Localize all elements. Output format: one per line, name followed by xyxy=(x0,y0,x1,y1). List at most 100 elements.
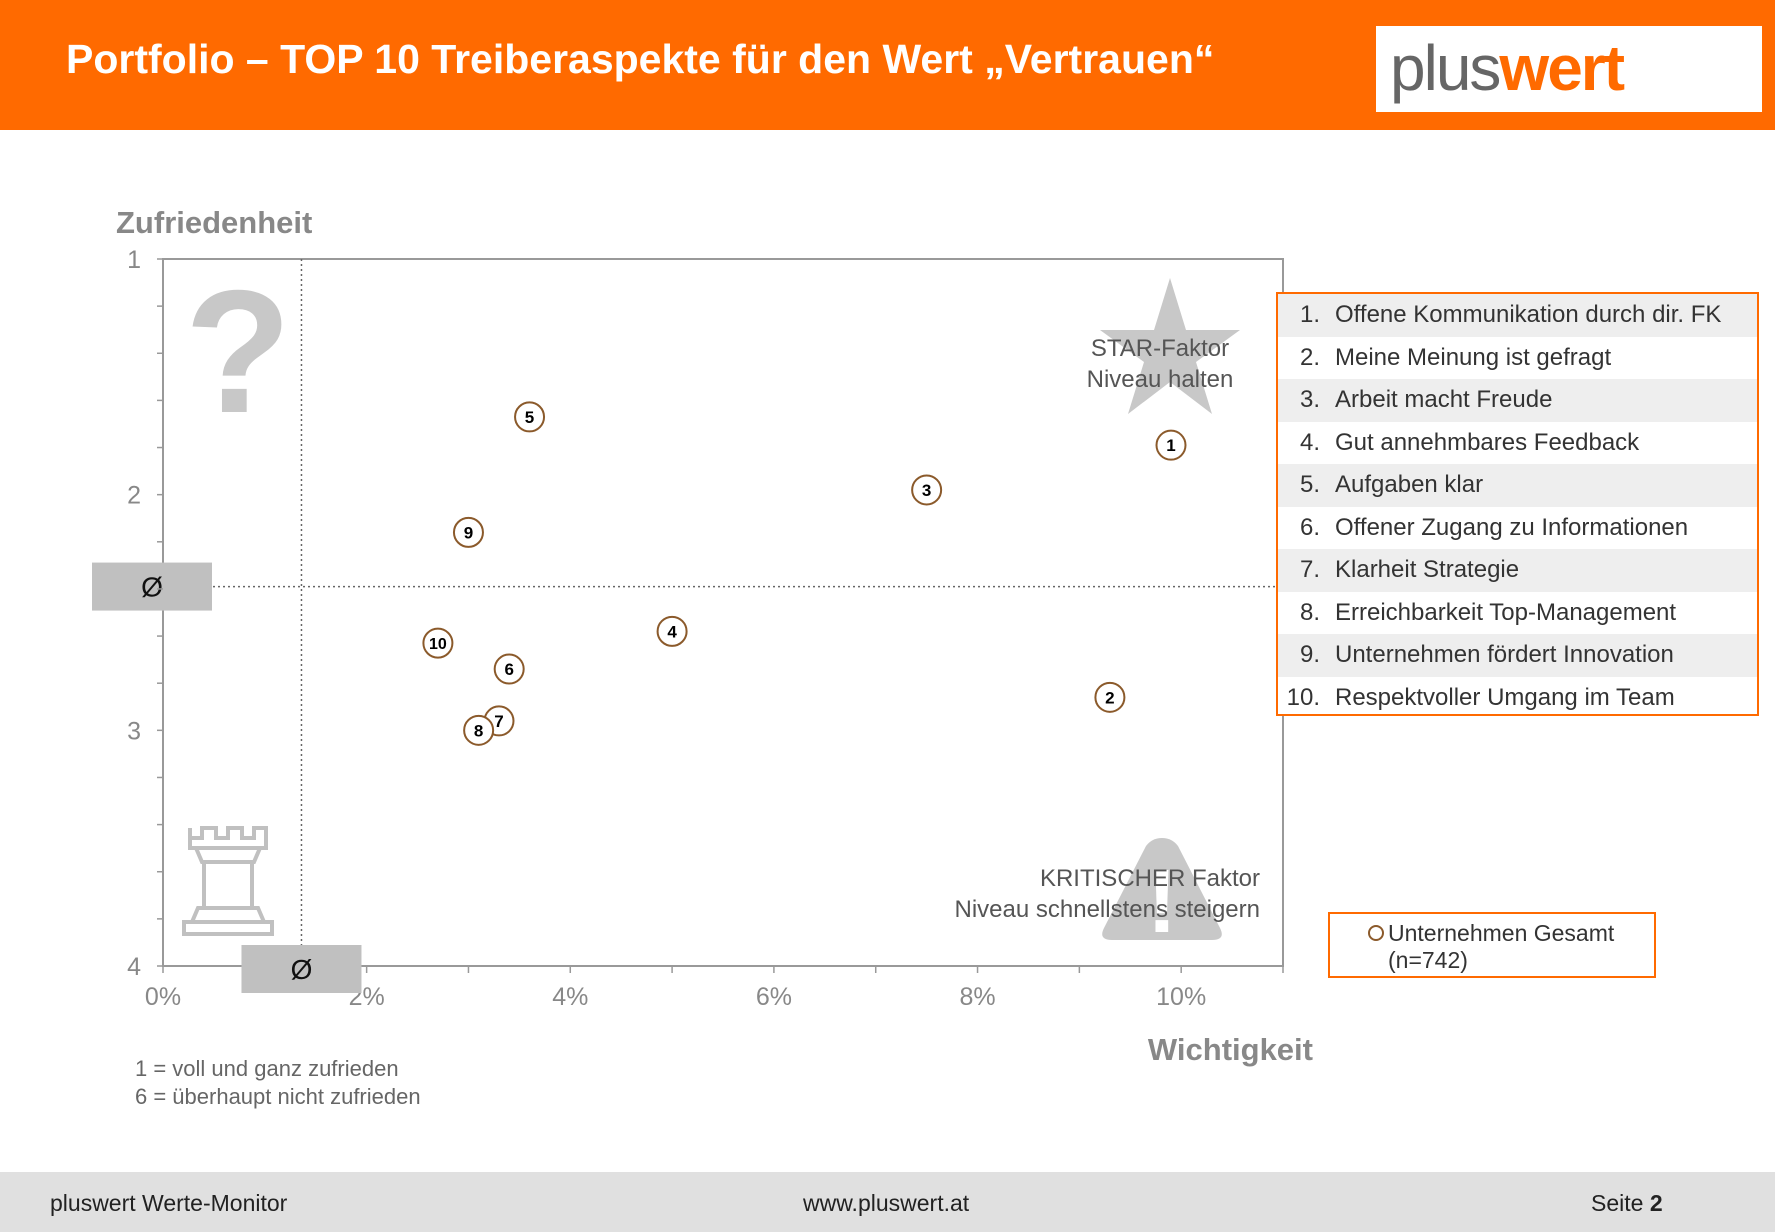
critical-label-line1: KRITISCHER Faktor xyxy=(1040,865,1260,892)
scale-note-1: 1 = voll und ganz zufrieden xyxy=(135,1056,399,1081)
aspect-legend: 1. Offene Kommunikation durch dir. FK 2. Me… xyxy=(1276,292,1759,716)
y-axis-title: Zufriedenheit xyxy=(116,205,312,240)
data-point: 1 xyxy=(1155,429,1187,461)
legend-item: 8. Erreichbarkeit Top-Management xyxy=(1278,592,1757,635)
data-point: 9 xyxy=(452,516,484,548)
header-bar: Portfolio – TOP 10 Treiberaspekte für de… xyxy=(0,0,1775,130)
legend-item-number: 1. xyxy=(1299,301,1320,328)
svg-text:!: ! xyxy=(1147,852,1177,952)
data-point: 2 xyxy=(1094,681,1126,713)
data-points: 1 2 3 4 5 6 78 9 10 xyxy=(422,401,1187,746)
legend-item-label: Respektvoller Umgang im Team xyxy=(1335,683,1675,711)
logo-wert: wert xyxy=(1499,32,1625,104)
x-tick-label: 0% xyxy=(145,983,181,1011)
legend-item-number: 3. xyxy=(1299,386,1320,413)
legend-item-label: Aufgaben klar xyxy=(1335,471,1484,498)
legend-item-number: 9. xyxy=(1299,641,1320,668)
logo-plus: plus xyxy=(1390,32,1501,104)
data-point: 8 xyxy=(463,714,495,746)
data-point-marker xyxy=(514,401,546,433)
data-point-label: 9 xyxy=(464,523,473,542)
data-point: 4 xyxy=(656,615,688,647)
average-x-marker: Ø xyxy=(241,945,362,993)
castle-tower-icon xyxy=(182,826,274,936)
y-tick-label: 3 xyxy=(127,717,141,745)
data-point-label: 3 xyxy=(922,481,931,500)
page-prefix: Seite xyxy=(1591,1190,1644,1216)
data-point: 3 xyxy=(911,474,943,506)
data-point-marker xyxy=(463,714,495,746)
data-point-label: 8 xyxy=(474,721,483,740)
legend-item-number: 4. xyxy=(1299,428,1320,456)
legend-item: 3. Arbeit macht Freude xyxy=(1278,379,1757,422)
legend-item-number: 10. xyxy=(1286,683,1320,711)
x-tick-label: 10% xyxy=(1156,983,1206,1011)
data-point-marker xyxy=(1094,681,1126,713)
legend-item-label: Gut annehmbares Feedback xyxy=(1335,428,1640,456)
x-axis-title: Wichtigkeit xyxy=(1148,1032,1313,1067)
y-tick-label: 4 xyxy=(127,953,141,981)
y-tick-label: 1 xyxy=(127,246,141,274)
page-title: Portfolio – TOP 10 Treiberaspekte für de… xyxy=(66,36,1215,82)
star-label-line2: Niveau halten xyxy=(1087,366,1234,393)
star-icon xyxy=(1100,278,1240,414)
legend-item-label: Klarheit Strategie xyxy=(1335,556,1520,583)
x-tick-label: 8% xyxy=(959,983,995,1011)
legend-item-label: Meine Meinung ist gefragt xyxy=(1335,343,1612,371)
legend-item-label: Offener Zugang zu Informationen xyxy=(1335,513,1689,541)
x-tick-label: 4% xyxy=(552,983,588,1011)
data-point-marker xyxy=(1155,429,1187,461)
legend-item: 7. Klarheit Strategie xyxy=(1278,549,1757,592)
footer-website-link[interactable]: www.pluswert.at xyxy=(803,1190,970,1216)
y-tick-label: 2 xyxy=(127,482,141,510)
data-point-label: 10 xyxy=(429,636,447,653)
critical-label-line2: Niveau schnellstens steigern xyxy=(955,896,1261,923)
data-point-label: 2 xyxy=(1105,688,1114,707)
data-point-marker xyxy=(493,653,525,685)
legend-item-number: 5. xyxy=(1299,471,1320,498)
data-point-marker xyxy=(452,516,484,548)
data-point-label: 7 xyxy=(494,712,503,731)
logo-wordmark: pluswert xyxy=(1390,30,1625,106)
legend-item: 2. Meine Meinung ist gefragt xyxy=(1278,337,1757,380)
legend-item-label: Offene Kommunikation durch dir. FK xyxy=(1335,301,1722,328)
legend-item-label: Unternehmen fördert Innovation xyxy=(1335,641,1674,668)
x-tick-label: 6% xyxy=(756,983,792,1011)
average-y-symbol: Ø xyxy=(141,572,163,603)
legend-item: 4. Gut annehmbares Feedback xyxy=(1278,422,1757,465)
warning-triangle-icon: ! xyxy=(1102,838,1222,952)
legend-item: 5. Aufgaben klar xyxy=(1278,464,1757,507)
footer-bar: pluswert Werte-Monitor www.pluswert.at S… xyxy=(0,1172,1775,1232)
series-legend-label: Unternehmen Gesamt (n=742) xyxy=(1388,920,1615,973)
series-legend: Unternehmen Gesamt (n=742) xyxy=(1328,912,1656,978)
legend-item: 6. Offener Zugang zu Informationen xyxy=(1278,507,1757,550)
average-y-marker: Ø xyxy=(92,562,212,611)
data-point-marker xyxy=(656,615,688,647)
scale-note-2: 6 = überhaupt nicht zufrieden xyxy=(135,1084,421,1109)
page-number: 2 xyxy=(1649,1190,1663,1216)
footer-product-name: pluswert Werte-Monitor xyxy=(50,1190,288,1216)
data-point-label: 6 xyxy=(504,660,513,679)
legend-item-number: 7. xyxy=(1299,556,1320,583)
legend-item-number: 6. xyxy=(1299,513,1320,541)
data-point-label: 4 xyxy=(667,622,677,641)
footer-page-number: Seite 2 xyxy=(1591,1190,1663,1217)
series-marker-icon xyxy=(1368,925,1384,941)
legend-item: 9. Unternehmen fördert Innovation xyxy=(1278,634,1757,677)
legend-item: 1. Offene Kommunikation durch dir. FK xyxy=(1278,294,1757,337)
data-point: 5 xyxy=(514,401,546,433)
data-point-marker xyxy=(422,627,454,659)
legend-item-label: Erreichbarkeit Top-Management xyxy=(1335,598,1677,626)
svg-text:?: ? xyxy=(185,255,292,450)
star-label-line1: STAR-Faktor xyxy=(1091,335,1229,362)
data-point-label: 5 xyxy=(525,408,534,427)
legend-item-number: 8. xyxy=(1299,598,1320,626)
data-point-marker xyxy=(911,474,943,506)
legend-item-label: Arbeit macht Freude xyxy=(1335,386,1553,413)
data-point: 6 xyxy=(493,653,525,685)
legend-item: 10. Respektvoller Umgang im Team xyxy=(1278,677,1757,720)
pluswert-logo: pluswert xyxy=(1376,26,1762,112)
legend-item-number: 2. xyxy=(1299,343,1320,371)
